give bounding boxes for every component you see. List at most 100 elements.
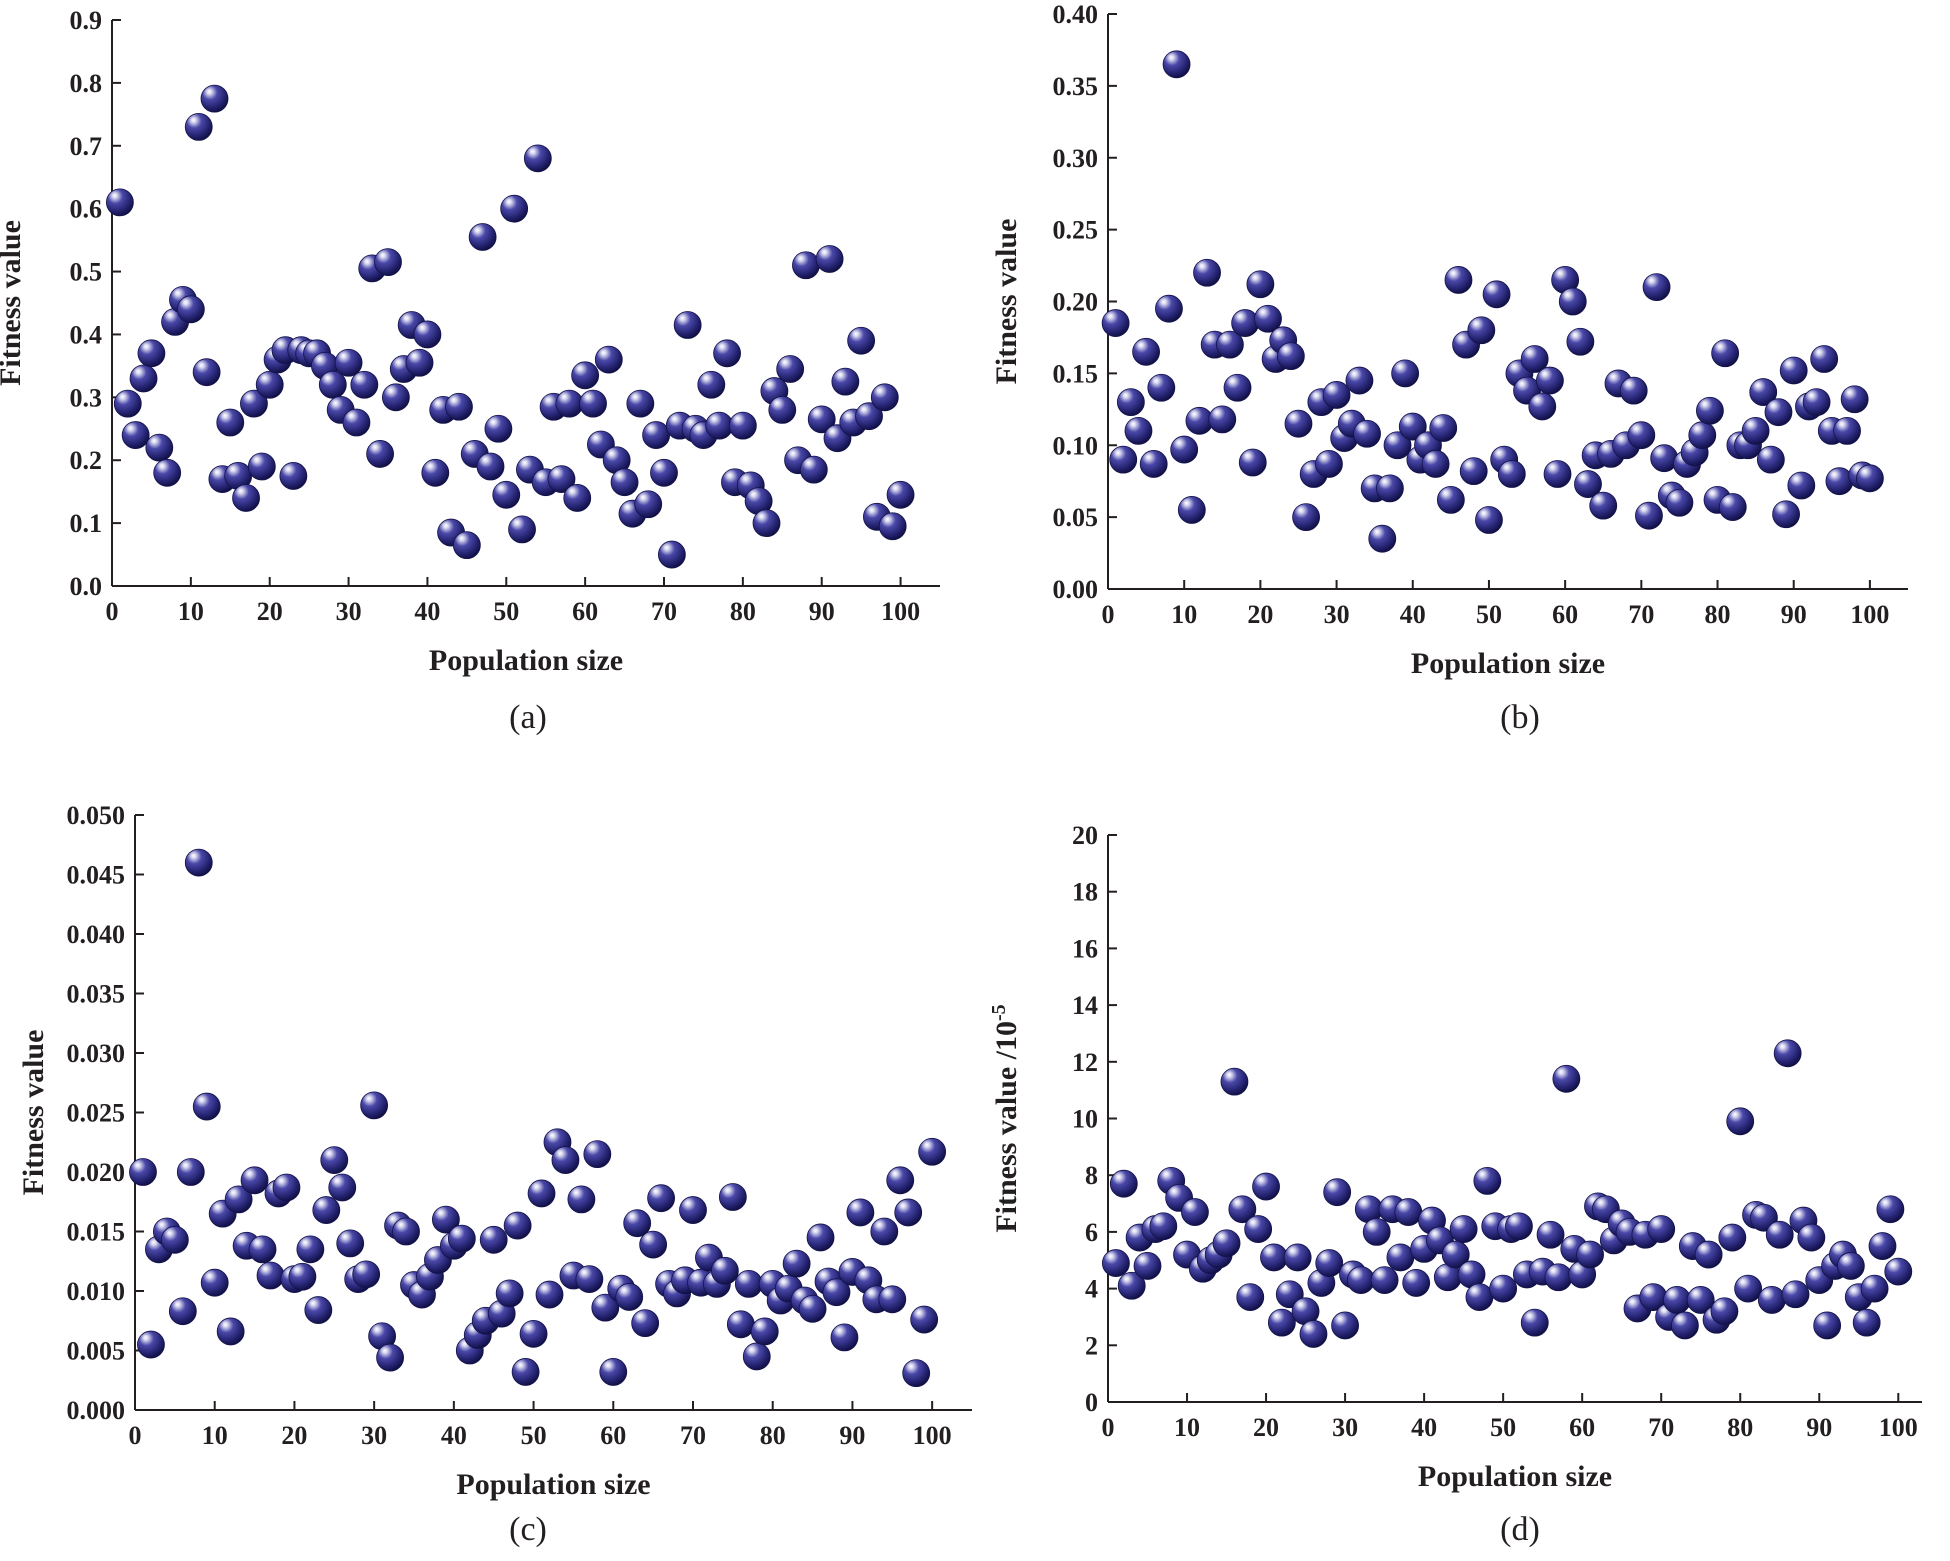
x-tick-label-c: 40 <box>441 1421 467 1450</box>
data-point-c <box>583 1140 612 1169</box>
panel-caption-b: (b) <box>1500 699 1540 736</box>
data-point-b <box>1276 342 1305 371</box>
data-point-d <box>1181 1198 1209 1226</box>
data-point-a <box>413 320 442 349</box>
data-point-a <box>476 452 505 481</box>
data-point-a <box>318 370 347 399</box>
y-tick-label-a: 0.6 <box>70 195 103 224</box>
data-point-b <box>1635 501 1663 530</box>
data-point-c <box>846 1198 875 1227</box>
y-tick-label-c: 0.025 <box>67 1099 126 1128</box>
data-point-b <box>1116 388 1145 417</box>
data-point-a <box>279 462 308 490</box>
data-point-b <box>1718 493 1747 521</box>
data-point-c <box>304 1296 333 1324</box>
data-point-c <box>511 1358 540 1386</box>
data-point-b <box>1216 330 1244 359</box>
data-point-b <box>1231 309 1260 337</box>
y-tick-label-d: 18 <box>1072 878 1098 907</box>
data-point-b <box>1566 327 1595 356</box>
panel-caption-d: (d) <box>1500 1511 1540 1548</box>
data-point-c <box>551 1146 580 1174</box>
y-tick-label-a: 0.2 <box>70 446 103 475</box>
y-tick-label-a: 0.5 <box>70 258 103 287</box>
data-point-d <box>1876 1195 1905 1224</box>
data-point-d <box>1726 1107 1755 1136</box>
y-tick-label-d: 20 <box>1072 821 1098 850</box>
data-point-b <box>1223 373 1252 402</box>
y-tick-label-d: 14 <box>1072 991 1098 1020</box>
x-tick-label-d: 30 <box>1332 1413 1358 1442</box>
data-point-a <box>650 458 678 487</box>
data-point-b <box>1101 309 1130 337</box>
data-point-a <box>831 367 860 396</box>
data-point-b <box>1444 266 1473 294</box>
y-tick-label-c: 0.010 <box>67 1277 126 1306</box>
data-point-b <box>1520 345 1549 373</box>
data-point-b <box>1802 388 1831 417</box>
data-point-b <box>1322 381 1351 409</box>
y-tick-label-d: 12 <box>1072 1048 1098 1077</box>
data-point-d <box>1102 1249 1130 1277</box>
data-point-d <box>1386 1243 1415 1272</box>
data-point-d <box>1323 1178 1352 1207</box>
x-tick-label-b: 100 <box>1850 600 1889 629</box>
x-tick-label-b: 20 <box>1247 600 1273 629</box>
data-point-d <box>1694 1240 1723 1269</box>
data-point-d <box>1836 1252 1865 1280</box>
data-point-a <box>807 405 836 434</box>
data-point-a <box>381 383 410 412</box>
data-point-d <box>1686 1286 1715 1314</box>
y-tick-label-c: 0.040 <box>67 920 126 949</box>
data-point-a <box>445 392 473 421</box>
data-point-a <box>484 414 513 443</box>
x-tick-label-a: 10 <box>178 597 204 626</box>
data-point-c <box>623 1209 652 1238</box>
panel-caption-c: (c) <box>509 1511 547 1548</box>
x-tick-label-c: 30 <box>361 1421 387 1450</box>
data-point-a <box>468 223 497 251</box>
data-point-b <box>1528 392 1557 421</box>
data-point-c <box>184 848 213 877</box>
data-point-b <box>1475 506 1503 534</box>
data-point-d <box>1465 1283 1494 1312</box>
x-tick-label-b: 90 <box>1781 600 1807 629</box>
data-point-c <box>822 1278 851 1307</box>
data-point-a <box>523 144 552 173</box>
data-point-c <box>710 1256 739 1285</box>
data-point-b <box>1155 294 1183 323</box>
data-point-a <box>705 411 734 440</box>
y-tick-label-a: 0.8 <box>70 69 103 98</box>
x-tick-label-b: 50 <box>1476 600 1502 629</box>
data-point-a <box>105 188 134 217</box>
x-tick-label-b: 70 <box>1628 600 1654 629</box>
data-point-c <box>479 1225 508 1254</box>
x-tick-label-d: 90 <box>1806 1413 1832 1442</box>
data-point-a <box>547 465 576 493</box>
data-point-b <box>1696 396 1724 425</box>
data-point-b <box>1459 457 1488 486</box>
data-point-d <box>1663 1286 1691 1314</box>
data-point-a <box>594 345 623 374</box>
y-tick-label-c: 0.015 <box>67 1218 126 1247</box>
data-point-c <box>312 1196 341 1224</box>
data-point-c <box>527 1179 556 1208</box>
data-point-a <box>752 509 781 538</box>
data-point-b <box>1162 50 1191 79</box>
data-point-c <box>718 1183 747 1211</box>
data-point-d <box>1734 1274 1763 1303</box>
data-point-c <box>734 1269 763 1298</box>
data-point-b <box>1756 445 1785 474</box>
data-point-c <box>599 1358 628 1386</box>
data-point-b <box>1856 464 1884 493</box>
data-point-d <box>1505 1212 1533 1241</box>
data-point-b <box>1383 431 1412 460</box>
data-point-a <box>847 326 876 355</box>
y-axis-label-d: Fitness value /10-5 <box>988 1004 1023 1232</box>
data-point-d <box>1765 1220 1794 1249</box>
data-point-b <box>1345 366 1374 395</box>
data-point-b <box>1124 416 1153 445</box>
y-tick-label-d: 10 <box>1072 1105 1098 1134</box>
data-point-c <box>336 1229 365 1258</box>
data-point-b <box>1391 359 1420 388</box>
